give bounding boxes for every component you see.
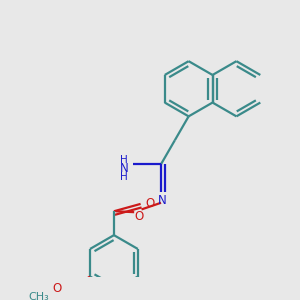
Text: CH₃: CH₃ [28, 292, 49, 300]
Text: O: O [134, 210, 143, 223]
Text: H: H [120, 154, 128, 165]
Text: H: H [120, 172, 128, 182]
Text: O: O [145, 197, 154, 210]
Text: N: N [158, 194, 166, 206]
Text: O: O [52, 282, 62, 295]
Text: N: N [120, 162, 129, 175]
